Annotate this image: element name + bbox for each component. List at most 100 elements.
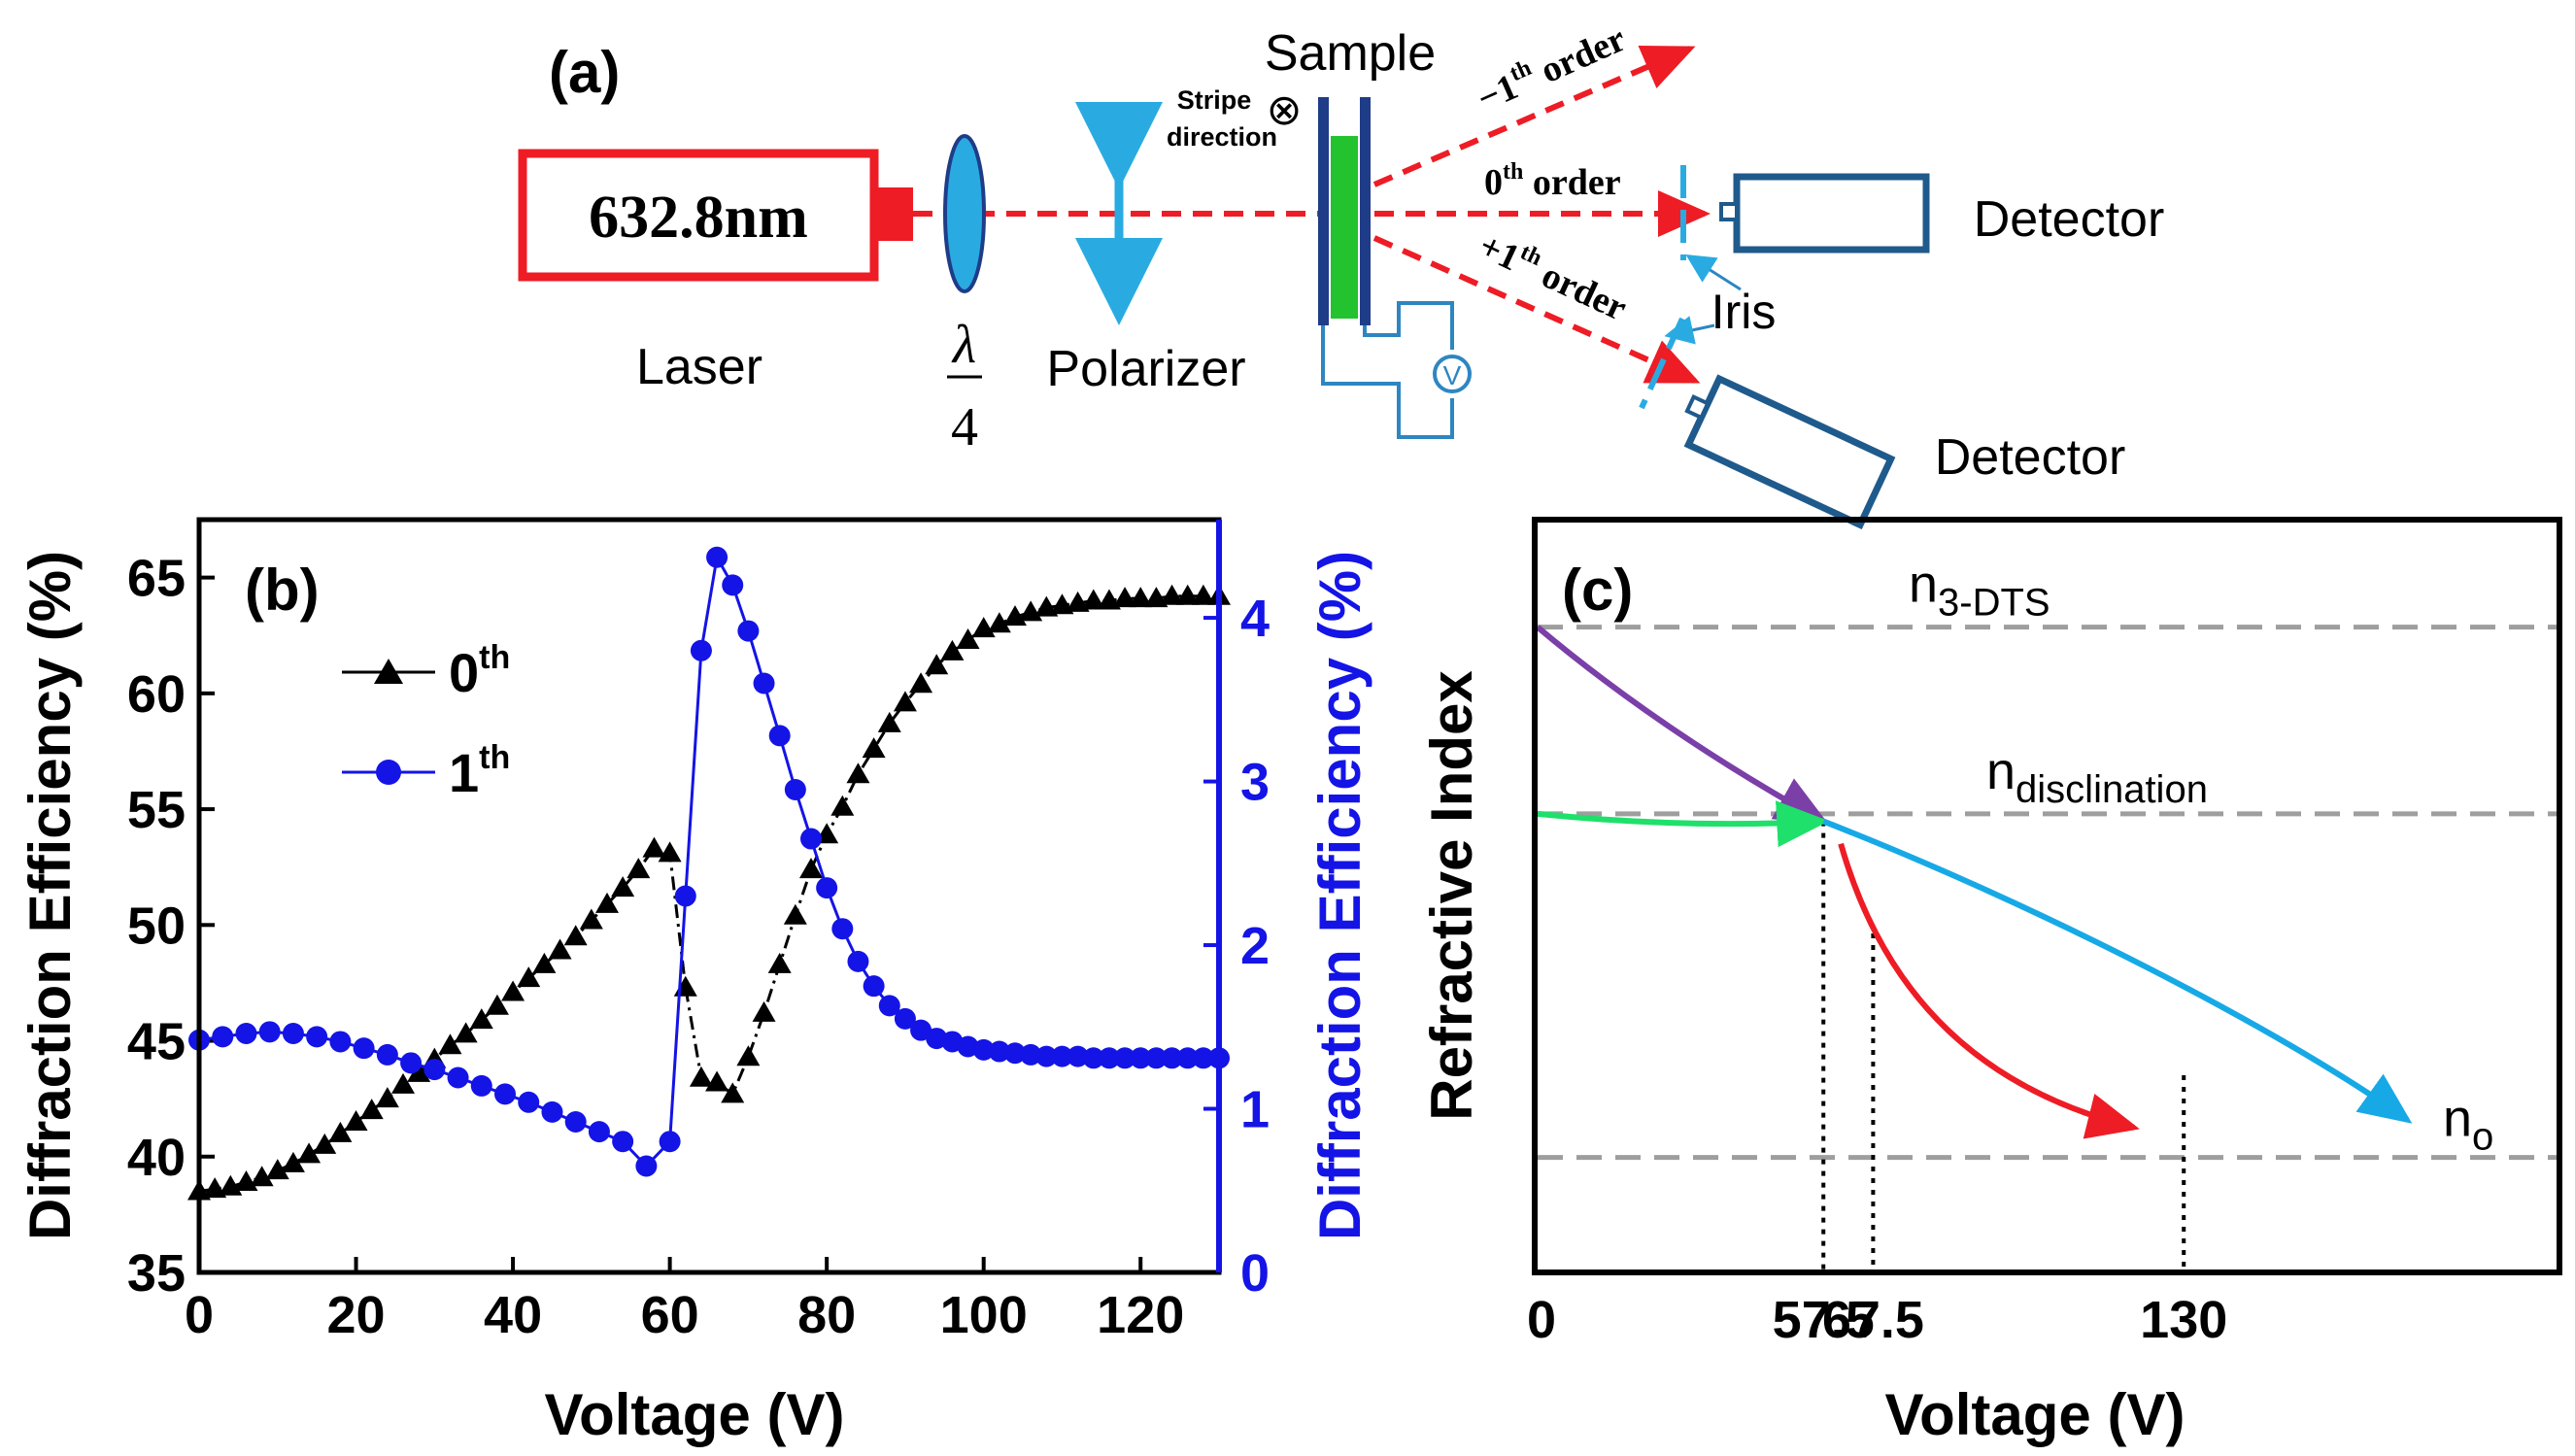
first-order-point (800, 828, 822, 850)
zeroth-order-point (862, 737, 886, 759)
zeroth-order-point (1175, 584, 1200, 605)
reference-symbol: n (1986, 742, 2016, 800)
circuit-wire-left (1321, 325, 1454, 439)
zeroth-order-point (705, 1070, 729, 1092)
order-minus-label: −1th order (1470, 16, 1632, 119)
voltage-circuit: V (1321, 301, 1472, 439)
first-order-point (353, 1037, 375, 1060)
x-tick-label: 120 (1097, 1286, 1184, 1344)
order-plus-number: +1 (1473, 225, 1526, 279)
panel-b-frame (196, 517, 1222, 1275)
zeroth-order-point (909, 672, 933, 694)
first-order-point (635, 1155, 658, 1177)
zeroth-order-point (297, 1142, 322, 1164)
order-plus-word: order (1527, 251, 1633, 328)
first-order-point (494, 1083, 516, 1105)
zeroth-order-point (877, 711, 901, 732)
x-tick-label: 67.5 (1822, 1291, 1924, 1349)
voltmeter-icon (1433, 355, 1472, 393)
y-right-tick-label: 1 (1240, 1081, 1270, 1139)
first-order-point (1114, 1047, 1136, 1069)
first-order-point (894, 1007, 916, 1030)
zeroth-order-point (517, 966, 541, 988)
first-order-point (753, 672, 775, 694)
legend-first-sup: th (479, 739, 510, 776)
first-order-point (258, 1021, 281, 1043)
zeroth-order-point (1113, 587, 1137, 608)
series-zeroth-order (187, 584, 1231, 1201)
zeroth-order-point (721, 1082, 745, 1103)
x-tick-label: 20 (326, 1286, 385, 1344)
first-order-point (831, 918, 854, 940)
zeroth-order-point (752, 1000, 776, 1022)
first-order-point (659, 1131, 681, 1153)
order-zero-number: 0 (1484, 162, 1503, 203)
sample-lc-layer (1331, 136, 1358, 319)
zeroth-order-point (611, 876, 635, 897)
panel-b-ylabel-left: Diffraction Efficiency (%) (17, 551, 83, 1240)
detector-top-body (1733, 173, 1930, 254)
stripe-label-line2: direction (1167, 122, 1277, 152)
first-order-point (784, 778, 806, 800)
y-left-tick-label: 45 (127, 1013, 186, 1071)
legend-first-name: 1 (449, 742, 479, 803)
detector-bottom (1683, 374, 1896, 530)
zeroth-order-point (250, 1166, 274, 1187)
zeroth-order-point (1129, 587, 1153, 608)
stripe-direction-symbol: ⊗ (1267, 86, 1303, 134)
first-order-point (863, 975, 885, 998)
legend-first-label: 1th (449, 739, 510, 803)
series-first-order (188, 546, 1230, 1177)
first-order-point (306, 1026, 328, 1048)
y-left-tick-label: 55 (127, 781, 186, 839)
laser-aperture (874, 187, 913, 241)
zeroth-order-point (563, 925, 588, 946)
detector-top (1719, 173, 1930, 254)
zeroth-order-point (846, 762, 870, 784)
first-order-point (690, 639, 712, 661)
panel-b-ylabel-right: Diffraction Efficiency (%) (1307, 551, 1372, 1240)
iris-label: Iris (1711, 285, 1777, 339)
first-order-point (1098, 1047, 1120, 1069)
voltmeter-symbol: V (1443, 360, 1462, 390)
first-order-point (212, 1026, 234, 1048)
laser-wavelength: 632.8nm (589, 185, 808, 251)
first-order-point (282, 1023, 304, 1045)
first-order-point (612, 1131, 634, 1153)
first-order-point (329, 1031, 352, 1053)
beam-plus-first (1372, 235, 1701, 384)
detector-bottom-body (1683, 374, 1896, 530)
iris-pointer-top (1685, 254, 1742, 291)
stripe-label-line1: Stripe (1177, 85, 1252, 115)
order-plus-label: +1th order (1473, 222, 1634, 328)
panel-b-chart: 0 20 40 60 80 100 120 35 40 45 50 55 60 65 0 1 2 3 4 (b) V… (17, 517, 1372, 1447)
reference-subscript: disclination (2016, 768, 2208, 811)
first-order-point (910, 1019, 932, 1041)
sample-label: Sample (1265, 25, 1436, 82)
order-zero-sup: th (1503, 159, 1523, 185)
legend-zeroth-sup: th (479, 639, 510, 676)
zeroth-order-point (799, 858, 823, 879)
zeroth-order-point (375, 1087, 399, 1108)
panel-c-label: (c) (1562, 558, 1633, 623)
first-order-point (564, 1111, 587, 1133)
panel-c-xlabel: Voltage (V) (1885, 1382, 2185, 1447)
reference-symbol: n (1909, 556, 1938, 614)
order-zero-label: 0th order (1484, 159, 1621, 203)
panel-a-setup: (a) 632.8nm Laser λ 4 Polarizer Sample S… (518, 16, 2165, 530)
panel-b-label: (b) (245, 558, 320, 623)
zeroth-order-point (1191, 584, 1215, 605)
laser-label: Laser (636, 339, 762, 395)
curve-green (1537, 800, 1830, 848)
detector-top-label: Detector (1974, 191, 2165, 248)
first-order-point (470, 1074, 492, 1097)
first-order-point (722, 574, 744, 596)
curve-purple (1536, 625, 1829, 825)
reference-subscript: o (2472, 1116, 2493, 1159)
detector-top-aperture (1719, 202, 1739, 221)
y-right-tick-label: 0 (1240, 1244, 1270, 1303)
panel-b-ticks: 0 20 40 60 80 100 120 35 40 45 50 55 60 65 0 1 2 3 4 (127, 550, 1270, 1344)
waveplate-four: 4 (951, 397, 978, 457)
zeroth-order-point (265, 1159, 289, 1180)
